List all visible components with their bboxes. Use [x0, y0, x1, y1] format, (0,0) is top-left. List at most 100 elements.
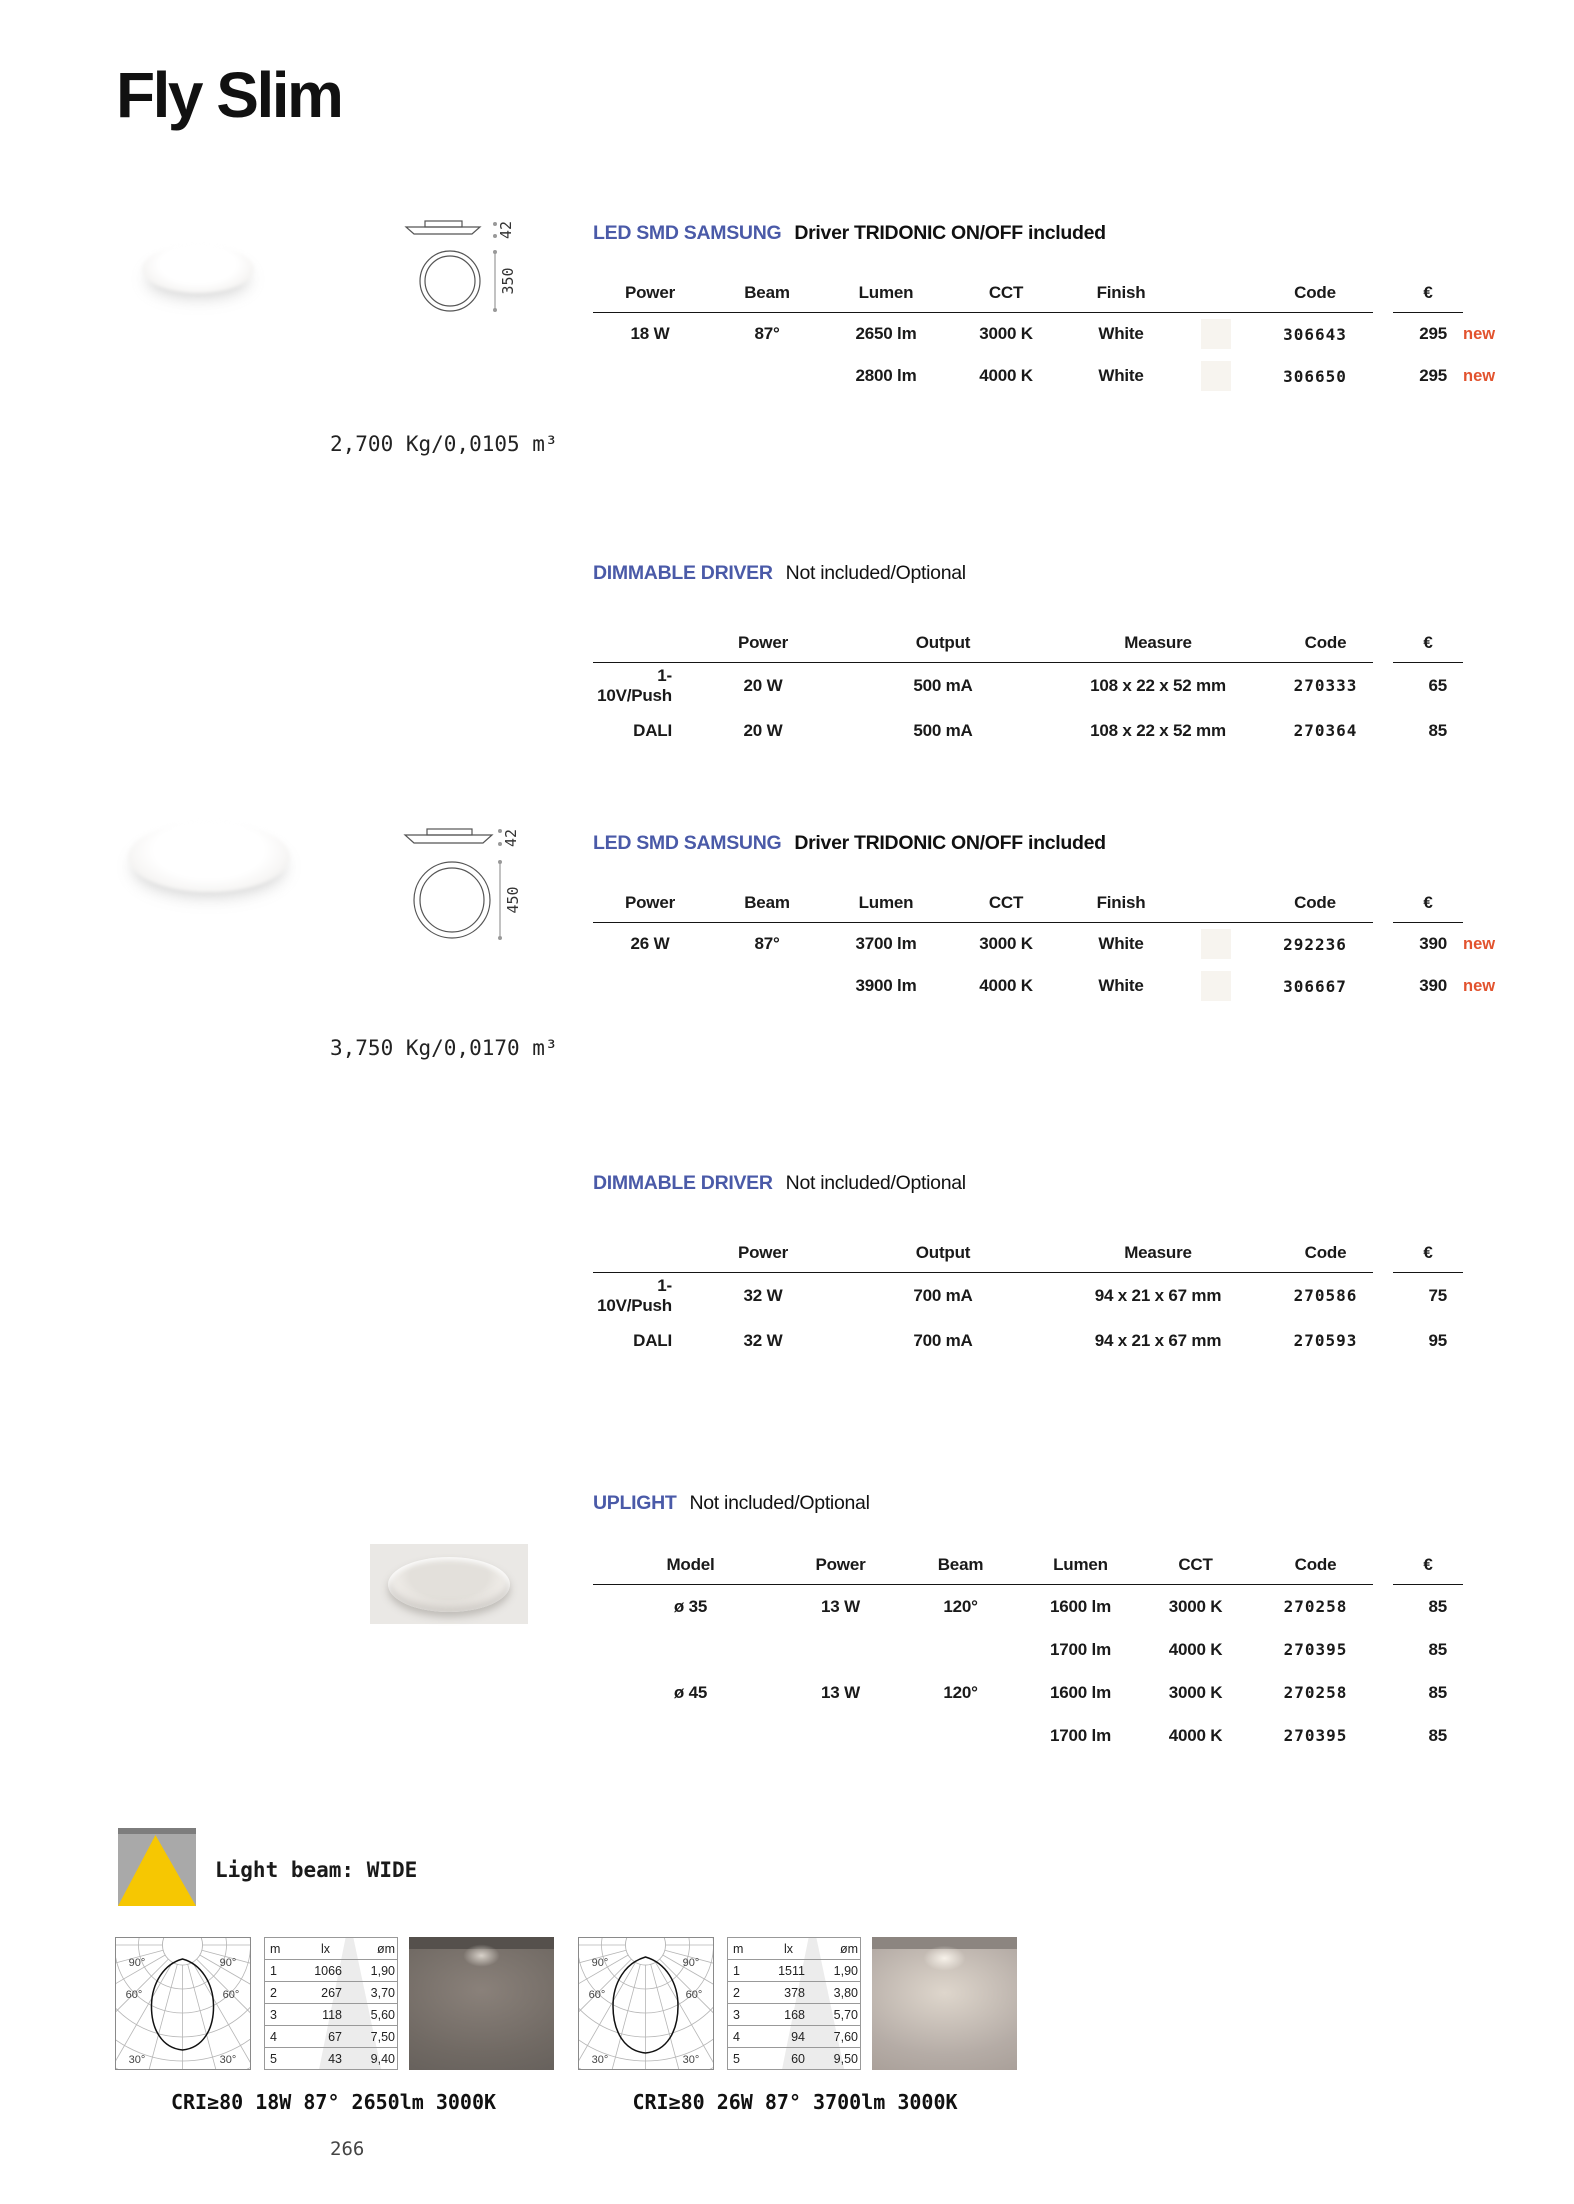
- page-number: 266: [330, 2138, 365, 2160]
- section-heading-dimmable1: DIMMABLE DRIVER Not included/Optional: [593, 562, 966, 585]
- product-code: 292236: [1283, 934, 1347, 954]
- col-code: Code: [1304, 633, 1347, 652]
- product-code: 306667: [1283, 976, 1347, 996]
- lux-row: 2 378 3,80: [728, 1982, 860, 2004]
- lux-row: 5 60 9,50: [733, 2052, 858, 2066]
- angle-label: 60°: [686, 1989, 703, 2001]
- table-header-row: Power Beam Lumen CCT Finish Code: [593, 893, 1373, 923]
- section-heading-dimmable2: DIMMABLE DRIVER Not included/Optional: [593, 1172, 966, 1195]
- price: 85: [1428, 1725, 1447, 1745]
- driver-type: DALI: [633, 720, 672, 740]
- section-subtitle: Driver TRIDONIC ON/OFF included: [794, 832, 1106, 854]
- price: 85: [1428, 1639, 1447, 1659]
- price-row: 95: [1393, 1318, 1497, 1363]
- uplight-photo: [370, 1544, 528, 1624]
- section-subtitle: Not included/Optional: [689, 1492, 870, 1514]
- angle-label: 30°: [129, 2054, 146, 2066]
- price-row: 390 new: [1393, 923, 1497, 965]
- section-tag: LED SMD SAMSUNG: [593, 222, 782, 244]
- col-power: Power: [737, 633, 789, 652]
- dim-height-label: 42: [502, 829, 520, 847]
- dimension-drawing-350: 42 350: [404, 220, 517, 312]
- lux-row: 4 67 7,50: [265, 2026, 397, 2048]
- col-beam: Beam: [744, 283, 790, 302]
- section-heading-led2: LED SMD SAMSUNG Driver TRIDONIC ON/OFF i…: [593, 832, 1106, 855]
- section-subtitle: Not included/Optional: [785, 562, 966, 584]
- polar-diagram-18w: 90° 90° 60° 60° 30° 30°: [115, 1937, 251, 2070]
- col-euro: €: [1393, 1555, 1463, 1585]
- dim-diameter-label: 450: [504, 886, 522, 913]
- dim-height-label: 42: [497, 221, 515, 239]
- col-power: Power: [737, 1243, 789, 1262]
- price-row: 75: [1393, 1273, 1497, 1318]
- table-header-row: Power Beam Lumen CCT Finish Code: [593, 283, 1373, 313]
- price-row: 295 new: [1393, 313, 1497, 355]
- product-photo-450: [128, 822, 290, 892]
- product-code: 270333: [1293, 676, 1358, 695]
- section-heading-uplight: UPLIGHT Not included/Optional: [593, 1492, 870, 1515]
- lux-row: 3 168 5,70: [728, 2004, 860, 2026]
- new-badge: new: [1463, 366, 1496, 385]
- price: 85: [1428, 1682, 1447, 1702]
- col-output: Output: [915, 1243, 971, 1262]
- col-cct: CCT: [988, 893, 1024, 912]
- col-power: Power: [815, 1555, 866, 1574]
- angle-label: 90°: [592, 1957, 609, 1969]
- price: 85: [1428, 720, 1447, 740]
- table-row: DALI 20 W 500 mA 108 x 22 x 52 mm 270364: [593, 708, 1373, 753]
- angle-label: 60°: [223, 1989, 240, 2001]
- section-tag: DIMMABLE DRIVER: [593, 562, 773, 584]
- price: 95: [1428, 1330, 1447, 1350]
- weight-note-350: 2,700 Kg/0,0105 m³: [330, 432, 558, 456]
- beam-triangle-icon: [118, 1835, 196, 1906]
- product-photo-350: [142, 245, 254, 293]
- price: 85: [1428, 1596, 1447, 1616]
- col-beam: Beam: [937, 1555, 984, 1574]
- section-tag: LED SMD SAMSUNG: [593, 832, 782, 854]
- weight-note-450: 3,750 Kg/0,0170 m³: [330, 1036, 558, 1060]
- lux-table-18w: m lx øm 1 1066 1,90 2 267 3,70 3 118 5,60 4 67 7…: [264, 1937, 398, 2070]
- angle-label: 30°: [683, 2054, 700, 2066]
- section-tag: DIMMABLE DRIVER: [593, 1172, 773, 1194]
- col-cct: CCT: [1178, 1555, 1213, 1574]
- product-code: 270364: [1293, 721, 1358, 740]
- section-subtitle: Not included/Optional: [785, 1172, 966, 1194]
- price: 295: [1419, 366, 1447, 385]
- table-row: 3900 lm 4000 K White 306667: [593, 965, 1373, 1007]
- table-header-row: Power Output Measure Code: [593, 633, 1373, 663]
- finish-swatch: [1201, 971, 1231, 1001]
- product-code: 270258: [1283, 1683, 1348, 1702]
- col-finish: Finish: [1096, 893, 1146, 912]
- price-row: 85: [1393, 708, 1497, 753]
- product-code: 270593: [1293, 1331, 1358, 1350]
- lux-row: 3 118 5,60: [265, 2004, 397, 2026]
- col-euro: €: [1393, 893, 1463, 923]
- new-badge: new: [1463, 934, 1496, 953]
- lux-row: 5 43 9,40: [270, 2052, 395, 2066]
- price: 390: [1419, 976, 1447, 995]
- col-euro: €: [1393, 1243, 1463, 1273]
- col-cct: CCT: [988, 283, 1024, 302]
- section-tag: UPLIGHT: [593, 1492, 677, 1514]
- table-row: 1-10V/Push 20 W 500 mA 108 x 22 x 52 mm …: [593, 663, 1373, 708]
- lux-row: 4 94 7,60: [728, 2026, 860, 2048]
- uplight-ring: [388, 1557, 510, 1612]
- price-row: 85: [1393, 1714, 1497, 1757]
- angle-label: 60°: [126, 1989, 143, 2001]
- light-beam-label: Light beam: WIDE: [215, 1858, 418, 1882]
- col-lumen: Lumen: [858, 893, 914, 912]
- lux-table-26w: m lx øm 1 1511 1,90 2 378 3,80 3 168 5,70 4 94 7…: [727, 1937, 861, 2070]
- angle-label: 90°: [129, 1957, 146, 1969]
- angle-label: 90°: [683, 1957, 700, 1969]
- col-finish: Finish: [1096, 283, 1146, 302]
- finish-swatch: [1201, 319, 1231, 349]
- col-measure: Measure: [1124, 633, 1192, 652]
- lux-table-header: m lx øm: [728, 1938, 860, 1960]
- product-code: 270258: [1283, 1597, 1348, 1616]
- col-lumen: Lumen: [1053, 1555, 1108, 1574]
- col-beam: Beam: [744, 893, 790, 912]
- lux-row: 2 267 3,70: [265, 1982, 397, 2004]
- price: 65: [1428, 675, 1447, 695]
- col-code: Code: [1294, 283, 1336, 302]
- new-badge: new: [1463, 976, 1496, 995]
